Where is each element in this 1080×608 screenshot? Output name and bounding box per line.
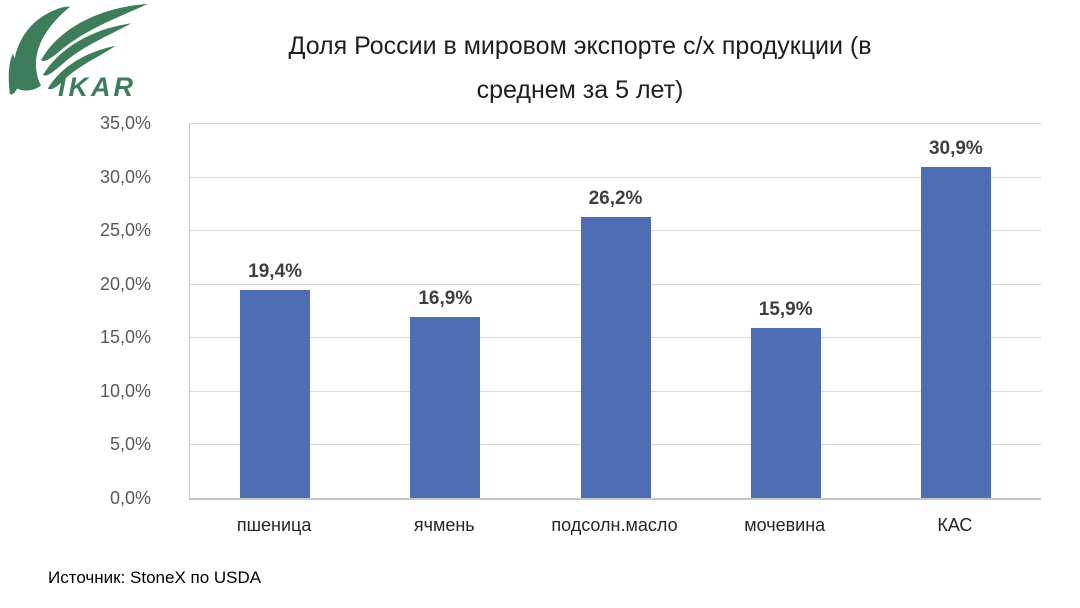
bar xyxy=(410,316,481,498)
bar xyxy=(750,327,821,498)
bar-value-label: 15,9% xyxy=(758,298,813,320)
gridline xyxy=(190,123,1041,124)
bar xyxy=(240,290,311,498)
y-axis-tick-label: 30,0% xyxy=(99,166,151,187)
y-axis: 0,0% 5,0% 10,0% 15,0% 20,0% 25,0% 30,0% 35,0% xyxy=(0,113,170,508)
plot-area: 19,4% 16,9% 26,2% 15,9% 30,9% xyxy=(189,123,1041,500)
y-axis-tick-label: 25,0% xyxy=(99,220,151,241)
x-axis-label: мочевина xyxy=(744,515,826,535)
bar xyxy=(920,166,991,498)
y-axis-tick-label: 20,0% xyxy=(99,273,151,294)
bar-value-label: 30,9% xyxy=(928,137,983,159)
x-axis: пшеница ячмень подсолн.масло мочевина КАС xyxy=(189,512,1040,542)
bar-value-label: 26,2% xyxy=(588,188,643,210)
x-axis-label: пшеница xyxy=(236,515,312,535)
y-axis-tick-label: 35,0% xyxy=(99,113,151,133)
gridline xyxy=(190,176,1041,178)
y-axis-tick-label: 15,0% xyxy=(99,327,151,348)
bar-value-label: 16,9% xyxy=(418,287,473,309)
y-axis-tick-label: 10,0% xyxy=(99,380,151,401)
bar-value-label: 19,4% xyxy=(248,261,303,283)
y-axis-tick-label: 5,0% xyxy=(109,434,151,455)
ikar-logo: IKAR xyxy=(8,2,173,106)
x-axis-label: ячмень xyxy=(413,515,475,535)
bar xyxy=(580,217,651,498)
x-axis-label: подсолн.масло xyxy=(551,515,678,535)
ikar-wing-icon xyxy=(8,4,148,95)
ikar-logo-text: IKAR xyxy=(58,72,136,102)
x-axis-label: КАС xyxy=(937,515,973,535)
source-note: Источник: StoneX по USDA xyxy=(48,568,262,587)
y-axis-tick-label: 0,0% xyxy=(109,488,151,508)
chart-title: Доля России в мировом экспорте с/х проду… xyxy=(288,32,872,104)
